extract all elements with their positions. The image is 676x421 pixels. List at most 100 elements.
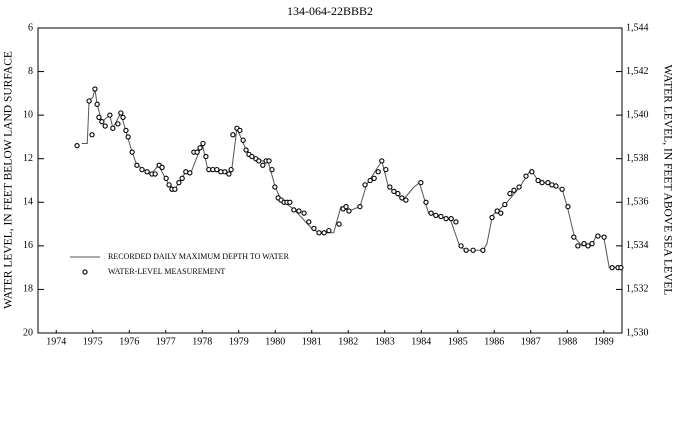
measurement-point bbox=[139, 166, 145, 173]
measurement-point bbox=[346, 208, 352, 214]
measurement-point bbox=[296, 208, 302, 214]
measurement-point bbox=[371, 175, 377, 181]
measurement-point bbox=[260, 162, 266, 168]
measurement-point bbox=[428, 210, 434, 216]
measurement-point bbox=[92, 86, 98, 92]
measurement-point bbox=[110, 125, 116, 131]
measurement-point bbox=[256, 158, 262, 164]
chart-title: 134-064-22BBB2 bbox=[287, 4, 373, 18]
measurement-point bbox=[609, 264, 615, 271]
x-tick-label: 1979 bbox=[229, 336, 249, 347]
measurement-point bbox=[194, 149, 200, 155]
measurement-point bbox=[172, 186, 178, 192]
measurement-point bbox=[86, 98, 92, 104]
measurement-point bbox=[618, 264, 624, 271]
measurement-point bbox=[589, 241, 595, 247]
measurement-point bbox=[144, 169, 150, 175]
y-tick-label: 14 bbox=[23, 197, 33, 208]
measurement-point bbox=[458, 243, 464, 249]
y2-tick-label: 1,542 bbox=[626, 66, 649, 77]
measurement-point bbox=[498, 210, 504, 216]
measurement-point bbox=[559, 186, 565, 192]
measurement-point bbox=[516, 184, 522, 190]
measurement-point bbox=[553, 183, 559, 189]
measurement-point bbox=[94, 101, 100, 107]
measurement-point bbox=[176, 180, 182, 186]
measurement-point bbox=[163, 175, 169, 181]
x-tick-label: 1989 bbox=[594, 336, 614, 347]
y2-tick-label: 1,544 bbox=[626, 22, 649, 33]
measurement-point bbox=[152, 171, 158, 177]
measurement-point bbox=[343, 203, 349, 210]
measurement-point bbox=[266, 158, 272, 164]
legend-text: RECORDED DAILY MAXIMUM DEPTH TO WATER bbox=[108, 252, 290, 261]
depth-line bbox=[81, 88, 622, 269]
measurement-point bbox=[571, 234, 577, 240]
x-tick-label: 1975 bbox=[83, 336, 103, 347]
measurement-point bbox=[272, 184, 278, 190]
measurement-point bbox=[311, 225, 317, 232]
measurement-point bbox=[107, 112, 113, 118]
measurement-point bbox=[237, 127, 243, 134]
measurement-point bbox=[89, 132, 95, 138]
measurement-point bbox=[453, 219, 459, 225]
measurement-point bbox=[383, 166, 389, 173]
measurement-point bbox=[507, 190, 513, 197]
measurement-point bbox=[222, 169, 228, 175]
measurement-point bbox=[539, 180, 545, 186]
measurement-point bbox=[502, 201, 508, 208]
measurement-point bbox=[463, 247, 469, 253]
measurement-point bbox=[395, 190, 401, 197]
measurement-point bbox=[362, 182, 368, 188]
measurement-point bbox=[595, 233, 601, 239]
measurement-point bbox=[230, 132, 236, 138]
measurement-point bbox=[316, 230, 322, 236]
x-tick-label: 1984 bbox=[411, 336, 431, 347]
y-tick-label: 20 bbox=[23, 327, 33, 338]
measurement-point bbox=[203, 153, 209, 160]
y2-tick-label: 1,532 bbox=[626, 284, 649, 295]
y2-tick-label: 1,534 bbox=[626, 240, 649, 251]
y-tick-label: 10 bbox=[23, 109, 33, 120]
measurement-point bbox=[102, 123, 108, 129]
x-tick-label: 1980 bbox=[265, 336, 285, 347]
measurement-point bbox=[585, 243, 591, 249]
x-tick-label: 1985 bbox=[448, 336, 468, 347]
measurement-point bbox=[321, 230, 327, 236]
x-tick-label: 1987 bbox=[521, 336, 541, 347]
measurement-point bbox=[291, 207, 297, 213]
measurement-point bbox=[575, 243, 581, 249]
measurement-point bbox=[423, 199, 429, 205]
x-tick-label: 1977 bbox=[156, 336, 176, 347]
measurement-point bbox=[367, 177, 373, 184]
measurement-point bbox=[357, 203, 363, 210]
measurement-point bbox=[387, 184, 393, 190]
measurement-point bbox=[120, 114, 126, 120]
measurement-point bbox=[511, 187, 517, 193]
measurement-point bbox=[326, 227, 332, 234]
measurement-point bbox=[159, 164, 165, 171]
measurement-point bbox=[448, 215, 454, 222]
measurement-point bbox=[115, 121, 121, 127]
legend-text: WATER-LEVEL MEASUREMENT bbox=[108, 267, 225, 276]
measurement-point bbox=[96, 114, 102, 120]
measurement-point bbox=[99, 119, 105, 125]
x-tick-label: 1982 bbox=[338, 336, 358, 347]
measurement-point bbox=[166, 182, 172, 188]
y2-tick-label: 1,540 bbox=[626, 109, 649, 120]
measurement-point bbox=[123, 127, 129, 134]
measurement-point bbox=[489, 214, 495, 221]
measurement-point bbox=[403, 197, 409, 203]
measurement-point bbox=[243, 147, 249, 153]
measurement-point bbox=[129, 149, 135, 155]
measurement-point bbox=[470, 247, 476, 253]
measurement-point bbox=[287, 199, 293, 205]
measurement-point bbox=[197, 145, 203, 151]
measurement-point bbox=[134, 162, 140, 168]
measurement-point bbox=[200, 140, 206, 147]
measurement-point bbox=[240, 137, 246, 143]
measurement-point bbox=[535, 177, 541, 184]
measurement-point bbox=[249, 153, 255, 160]
measurement-point bbox=[336, 221, 342, 227]
